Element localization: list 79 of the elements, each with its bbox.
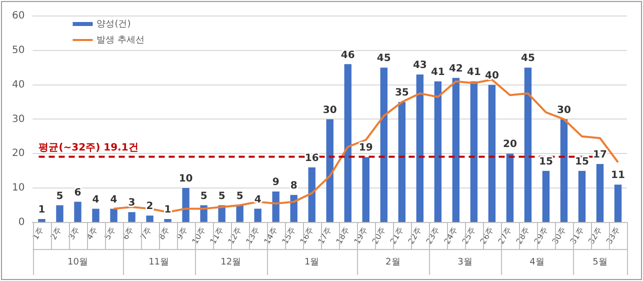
data-label: 8	[290, 180, 298, 192]
bar	[146, 216, 154, 222]
bar	[344, 64, 352, 222]
x-tick-label: 4주	[84, 225, 100, 242]
y-tick-label: 60	[12, 10, 25, 22]
bar	[110, 208, 118, 222]
y-tick-label: 50	[12, 45, 25, 56]
y-tick-label: 0	[18, 217, 25, 228]
bar	[578, 170, 586, 222]
data-label: 5	[200, 190, 208, 202]
text: 10월	[68, 257, 88, 268]
bar	[362, 157, 370, 222]
bar	[398, 102, 406, 222]
data-label: 15	[539, 156, 553, 168]
data-label: 30	[557, 104, 571, 116]
data-label: 11	[611, 170, 625, 182]
bar	[92, 208, 100, 222]
data-label: 9	[272, 177, 280, 188]
bar	[470, 81, 478, 222]
data-label: 35	[394, 88, 409, 99]
bar	[326, 119, 334, 222]
bar	[488, 84, 496, 222]
bar	[38, 219, 46, 222]
text: 2월	[386, 257, 400, 268]
y-tick-label: 10	[12, 182, 25, 194]
ref-line-label: 평균(~32주) 19.1건	[38, 142, 138, 154]
data-label: 15	[575, 156, 589, 168]
bar	[308, 167, 316, 222]
bar	[164, 219, 172, 222]
data-label: 3	[128, 198, 136, 209]
data-label: 43	[412, 60, 427, 72]
data-label: 30	[322, 104, 337, 116]
text: 3월	[458, 257, 472, 268]
bar	[380, 68, 388, 222]
text: 11월	[148, 257, 170, 268]
y-tick-label: 30	[12, 114, 25, 125]
data-label: 42	[448, 64, 463, 75]
legend-label: 발생 추세선	[96, 35, 145, 46]
data-label: 45	[520, 53, 535, 64]
y-tick-label: 20	[12, 148, 25, 160]
data-label: 20	[502, 139, 517, 150]
data-label: 5	[218, 190, 226, 202]
bar	[272, 191, 280, 222]
data-label: 6	[74, 187, 82, 198]
bar	[434, 81, 442, 222]
bar	[416, 74, 424, 222]
text: 4월	[530, 257, 544, 268]
bar	[614, 184, 622, 222]
bar	[506, 154, 514, 222]
text: 5월	[592, 257, 608, 268]
data-label: 4	[92, 194, 100, 206]
text: 12월	[220, 257, 242, 268]
data-label: 41	[466, 66, 481, 78]
bar	[542, 170, 550, 222]
bar	[290, 194, 298, 222]
bar	[524, 68, 532, 222]
legend-label: 양성(건)	[96, 19, 131, 30]
bar	[74, 202, 82, 222]
bar	[236, 205, 244, 222]
data-label: 5	[56, 190, 64, 202]
data-label: 1	[38, 204, 46, 216]
data-label: 46	[340, 50, 355, 61]
data-label: 5	[236, 190, 244, 202]
data-label: 16	[304, 152, 319, 164]
data-label: 41	[430, 66, 445, 78]
bar	[182, 188, 190, 222]
bar	[452, 78, 460, 222]
data-label: 4	[110, 194, 118, 206]
data-label: 19	[358, 142, 373, 154]
bar	[254, 208, 262, 222]
bar	[560, 119, 568, 222]
data-label: 10	[178, 174, 193, 185]
data-label: 45	[376, 53, 391, 64]
bar	[56, 205, 64, 222]
bar	[128, 212, 136, 222]
y-tick-label: 40	[12, 79, 25, 90]
text: 1월	[304, 257, 320, 268]
data-label: 40	[484, 70, 499, 82]
bar	[596, 164, 604, 222]
